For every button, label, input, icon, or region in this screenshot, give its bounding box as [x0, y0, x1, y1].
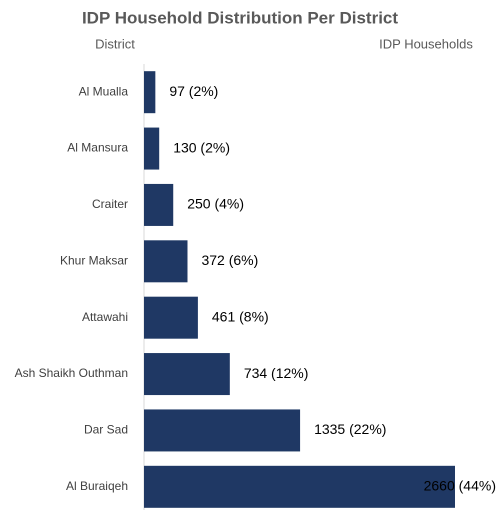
data-label: 130 (2%): [173, 139, 230, 155]
bar: [144, 240, 188, 283]
bar: [144, 127, 160, 170]
data-label: 2660 (44%): [424, 478, 496, 494]
bar: [144, 296, 198, 339]
bar: [144, 353, 230, 396]
y-tick-label: Dar Sad: [84, 423, 128, 437]
y-tick-label: Al Buraiqeh: [66, 479, 128, 493]
data-label: 1335 (22%): [314, 421, 386, 437]
bar: [144, 71, 156, 114]
data-label: 734 (12%): [244, 365, 309, 381]
y-tick-label: Khur Maksar: [60, 253, 128, 267]
data-label: 97 (2%): [169, 83, 218, 99]
y-tick-label: Al Mualla: [79, 84, 129, 98]
x-axis-label: IDP Households: [379, 36, 473, 51]
data-label: 372 (6%): [201, 252, 258, 268]
y-tick-label: Attawahi: [82, 310, 128, 324]
chart-title: IDP Household Distribution Per District: [82, 8, 398, 27]
bar: [144, 465, 455, 508]
y-tick-label: Ash Shaikh Outhman: [15, 366, 128, 380]
data-label: 461 (8%): [212, 308, 269, 324]
y-tick-label: Craiter: [92, 197, 128, 211]
data-label: 250 (4%): [187, 196, 244, 212]
y-tick-label: Al Mansura: [67, 141, 128, 155]
bar: [144, 183, 174, 226]
y-axis-label: District: [95, 36, 135, 51]
bar: [144, 409, 301, 452]
